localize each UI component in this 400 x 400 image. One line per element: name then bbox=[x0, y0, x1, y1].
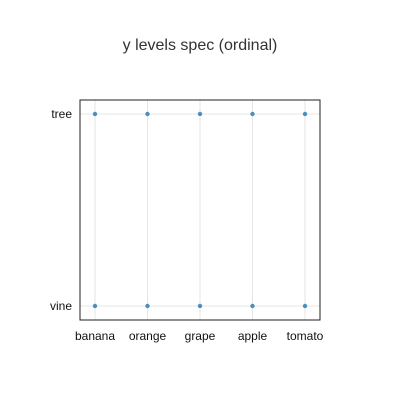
data-point-tomato-vine bbox=[302, 303, 308, 309]
y-axis-ticks: vine tree bbox=[50, 107, 72, 313]
data-point-apple-vine bbox=[250, 303, 255, 309]
y-tick-label-vine: vine bbox=[50, 299, 72, 313]
data-point-apple-tree bbox=[250, 111, 255, 117]
x-tick-label-banana: banana bbox=[75, 329, 115, 343]
data-point-orange-vine bbox=[145, 303, 150, 309]
x-tick-label-orange: orange bbox=[129, 329, 167, 343]
grid-lines bbox=[80, 100, 320, 320]
data-point-grape-tree bbox=[197, 111, 203, 117]
x-tick-label-tomato: tomato bbox=[287, 329, 324, 343]
x-tick-label-grape: grape bbox=[185, 329, 216, 343]
data-point-grape-vine bbox=[197, 303, 203, 309]
data-point-banana-tree bbox=[92, 111, 98, 117]
data-points bbox=[92, 111, 308, 309]
data-point-banana-vine bbox=[92, 303, 98, 309]
data-point-tomato-tree bbox=[302, 111, 308, 117]
x-tick-label-apple: apple bbox=[238, 329, 268, 343]
plot-frame bbox=[79, 99, 321, 321]
y-tick-label-tree: tree bbox=[51, 107, 72, 121]
chart-title: y levels spec (ordinal) bbox=[123, 37, 278, 54]
data-point-orange-tree bbox=[145, 111, 150, 117]
x-axis-ticks: banana orange grape apple tomato bbox=[75, 329, 324, 343]
